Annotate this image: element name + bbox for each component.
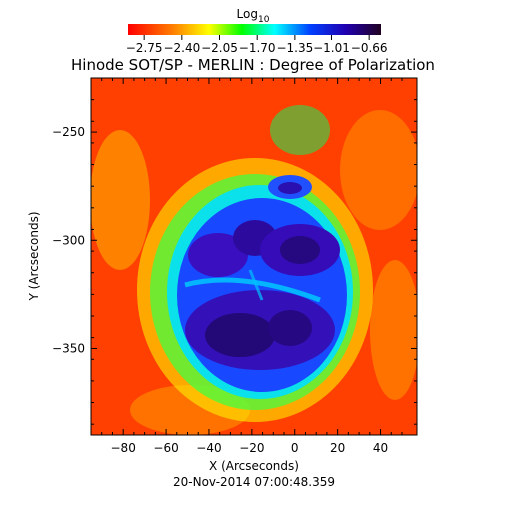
- x-tick-label: −20: [239, 441, 264, 455]
- chart-title: Hinode SOT/SP - MERLIN : Degree of Polar…: [71, 56, 435, 74]
- colorbar-tick-label: −1.70: [239, 41, 276, 55]
- x-tick-label: 40: [373, 441, 388, 455]
- colorbar-tick-label: −2.05: [201, 41, 238, 55]
- colorbar-tick-label: −2.40: [163, 41, 200, 55]
- x-tick-label: −40: [196, 441, 221, 455]
- plot-frame: [90, 77, 418, 436]
- y-tick-label: −350: [52, 341, 85, 355]
- y-tick-label: −300: [52, 233, 85, 247]
- timestamp: 20-Nov-2014 07:00:48.359: [173, 475, 335, 489]
- x-tick-label: 0: [291, 441, 299, 455]
- colorbar-title-main: Log: [237, 7, 258, 21]
- colorbar-tick-label: −2.75: [126, 41, 163, 55]
- x-tick-label: 20: [330, 441, 345, 455]
- colorbar-title: Log10: [237, 7, 270, 25]
- colorbar-tick-label: −1.01: [313, 41, 350, 55]
- x-axis-label: X (Arcseconds): [209, 459, 299, 473]
- x-tick-label: −60: [153, 441, 178, 455]
- y-axis-label: Y (Arcseconds): [27, 211, 41, 301]
- x-tick-label: −80: [111, 441, 136, 455]
- colorbar-ticks: −2.75 −2.40 −2.05 −1.70 −1.35 −1.01 −0.66: [126, 35, 388, 55]
- colorbar: [128, 24, 381, 35]
- heatmap-image: [91, 78, 417, 435]
- colorbar-title-sub: 10: [258, 15, 270, 25]
- colorbar-tick-label: −0.66: [351, 41, 388, 55]
- x-axis: −80 −60 −40 −20 0 20 40: [101, 78, 403, 455]
- y-axis: −250 −300 −350: [52, 99, 417, 425]
- colorbar-tick-label: −1.35: [276, 41, 313, 55]
- y-tick-label: −250: [52, 125, 85, 139]
